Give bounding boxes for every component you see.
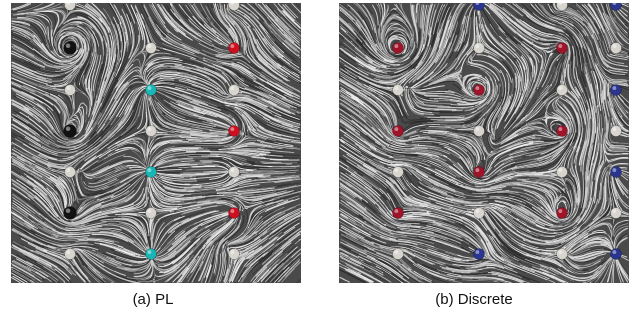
vortex-center-marker [63, 41, 77, 55]
saddle-marker [392, 166, 404, 178]
sink-marker [228, 125, 240, 137]
saddle-marker [392, 248, 404, 260]
caption-pl: (a) PL [132, 291, 174, 308]
maximum-marker [556, 125, 568, 137]
saddle-marker [556, 248, 568, 260]
saddle-marker [145, 125, 157, 137]
saddle-marker [64, 248, 76, 260]
panel-discrete-lic-image [339, 3, 629, 283]
minimum-marker [473, 3, 485, 11]
vortex-center-marker [63, 124, 77, 138]
saddle-marker [228, 166, 240, 178]
saddle-marker [473, 125, 485, 137]
minimum-marker [610, 248, 622, 260]
saddle-marker [228, 3, 240, 11]
source-marker [145, 166, 157, 178]
saddle-marker [228, 84, 240, 96]
saddle-marker [64, 3, 76, 11]
panel-pl-lic-image [11, 3, 301, 283]
maximum-marker [392, 207, 404, 219]
caption-discrete: (b) Discrete [435, 291, 513, 308]
saddle-marker [473, 42, 485, 54]
maximum-marker [473, 166, 485, 178]
saddle-marker [392, 84, 404, 96]
saddle-marker [556, 3, 568, 11]
sink-marker [228, 207, 240, 219]
vortex-center-marker [63, 206, 77, 220]
maximum-marker [473, 84, 485, 96]
saddle-marker [145, 207, 157, 219]
maximum-marker [556, 207, 568, 219]
saddle-marker [610, 42, 622, 54]
saddle-marker [610, 125, 622, 137]
saddle-marker [610, 207, 622, 219]
maximum-marker [392, 125, 404, 137]
saddle-marker [556, 166, 568, 178]
saddle-marker [228, 248, 240, 260]
minimum-marker [610, 3, 622, 11]
minimum-marker [610, 84, 622, 96]
saddle-marker [64, 84, 76, 96]
maximum-marker [392, 42, 404, 54]
lic-streak-layer [11, 3, 301, 283]
source-marker [145, 84, 157, 96]
saddle-marker [64, 166, 76, 178]
saddle-marker [473, 207, 485, 219]
minimum-marker [473, 248, 485, 260]
saddle-marker [556, 84, 568, 96]
minimum-marker [610, 166, 622, 178]
saddle-marker [145, 42, 157, 54]
source-marker [145, 248, 157, 260]
sink-marker [228, 42, 240, 54]
maximum-marker [556, 42, 568, 54]
